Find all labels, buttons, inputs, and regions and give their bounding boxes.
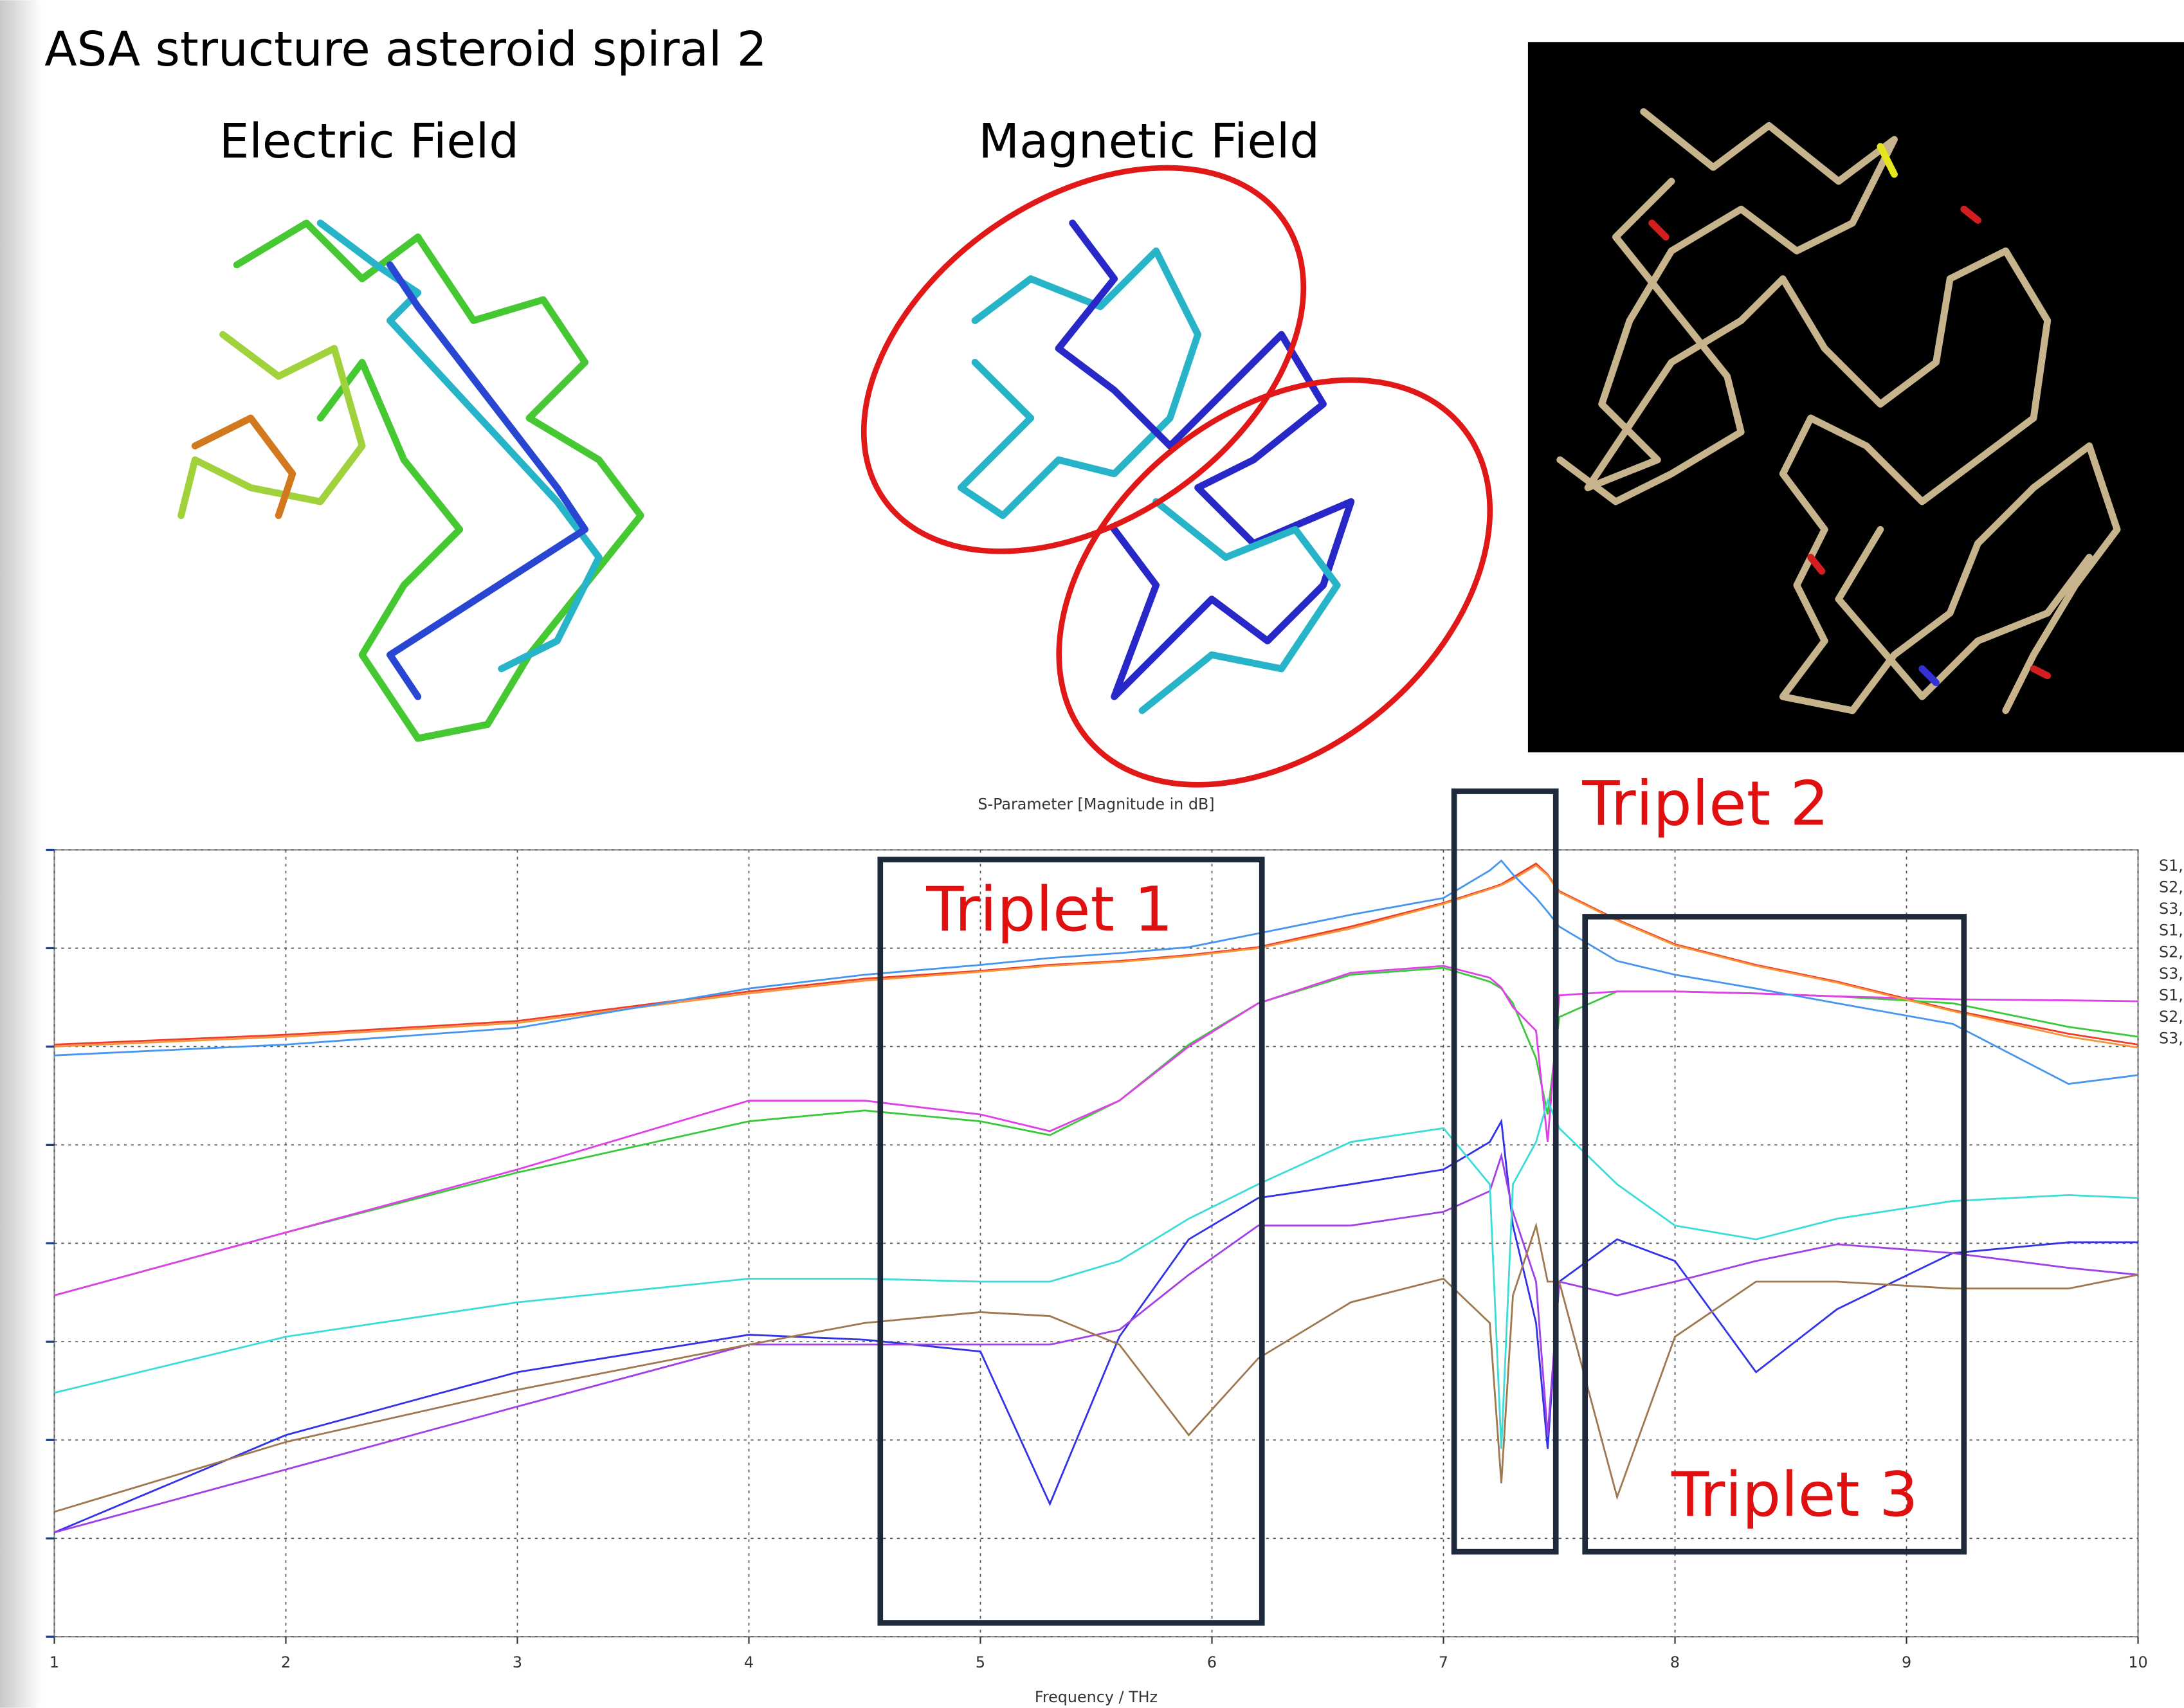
molecule-render (1528, 42, 2184, 752)
x-tick-label: 5 (976, 1653, 985, 1671)
slide-title: ASA structure asteroid spiral 2 (44, 23, 767, 77)
electric-field-molecule (181, 223, 641, 738)
x-tick-label: 8 (1670, 1653, 1680, 1671)
background-edge (0, 0, 42, 1707)
legend-entry: S3, (2159, 1030, 2183, 1048)
x-tick-label: 7 (1439, 1653, 1448, 1671)
legend-entry: S1, (2159, 922, 2183, 940)
legend-entry: S1, (2159, 986, 2183, 1004)
x-tick-label: 3 (513, 1653, 522, 1671)
legend-entry: S2, (2159, 878, 2183, 896)
magnetic-field-molecule (792, 89, 1569, 868)
x-tick-label: 9 (1902, 1653, 1911, 1671)
annotation: Triplet 3 (1671, 1460, 1918, 1531)
x-tick-label: 4 (744, 1653, 754, 1671)
legend-entry: S3, (2159, 900, 2183, 918)
legend-entry: S2, (2159, 943, 2183, 961)
x-axis-label: Frequency / THz (1035, 1688, 1158, 1706)
legend-entry: S3, (2159, 965, 2183, 983)
x-tick-label: 6 (1207, 1653, 1217, 1671)
x-tick-label: 10 (2128, 1653, 2147, 1671)
chart-title: S-Parameter [Magnitude in dB] (978, 795, 1214, 813)
legend-entry: S1, (2159, 857, 2183, 875)
x-tick-label: 2 (281, 1653, 291, 1671)
x-tick-label: 1 (50, 1653, 59, 1671)
panel-title: Electric Field (219, 114, 519, 169)
slide: ASA structure asteroid spiral 2 Electric… (0, 0, 2184, 1708)
legend-entry: S2, (2159, 1008, 2183, 1026)
annotation: Triplet 2 (1581, 769, 1829, 840)
annotation: Triplet 1 (925, 875, 1173, 945)
panel-title: Magnetic Field (979, 114, 1320, 169)
